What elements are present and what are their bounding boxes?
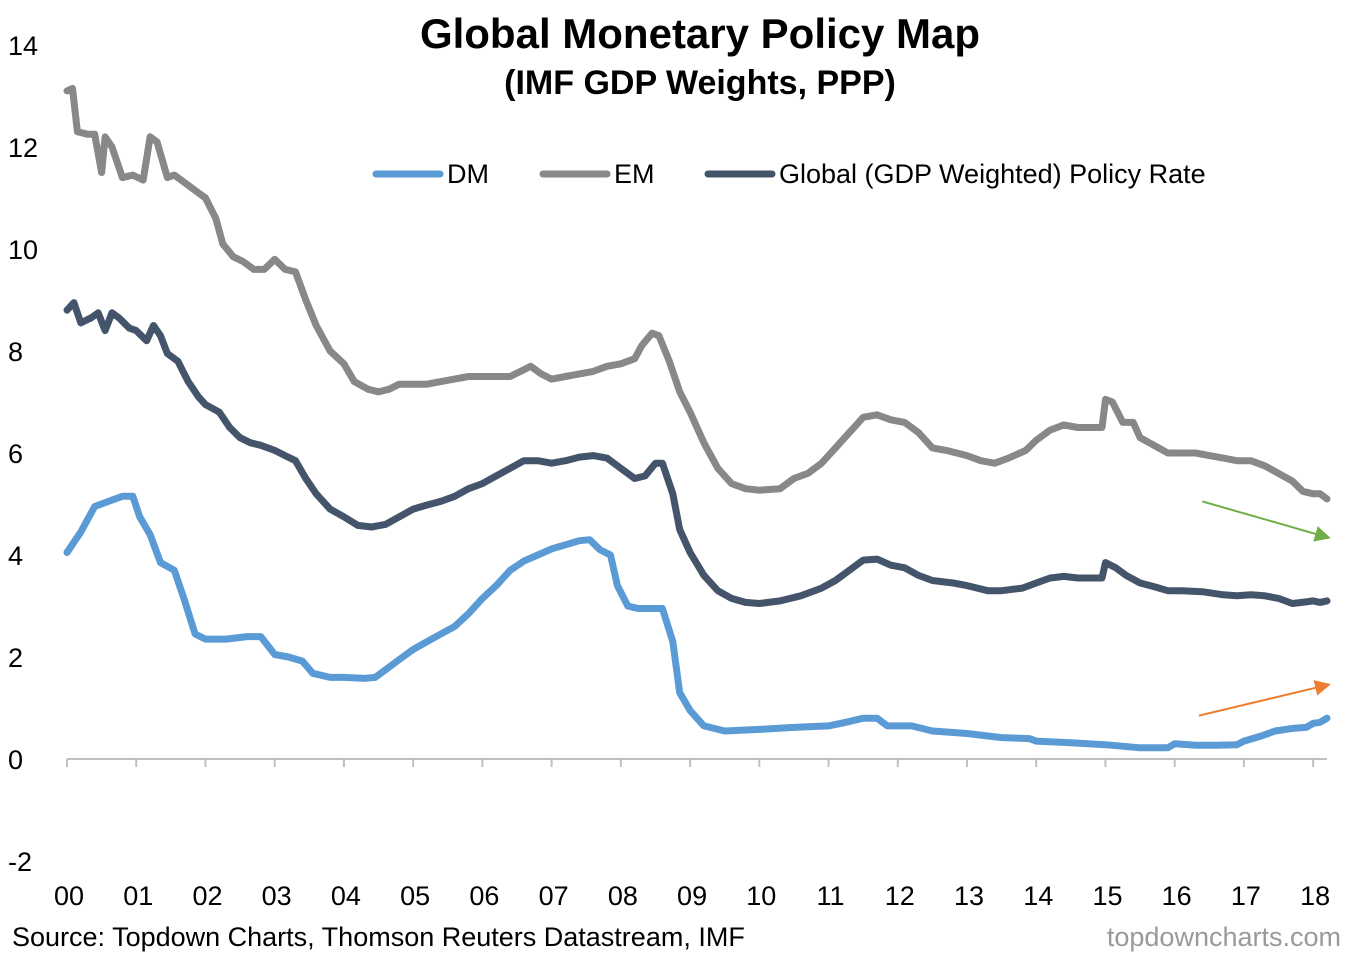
chart-title: Global Monetary Policy Map [420, 10, 980, 57]
x-tick-label: 01 [123, 881, 153, 911]
em-line [63, 84, 1331, 503]
y-tick-label: 0 [8, 745, 23, 775]
x-tick-label: 15 [1092, 881, 1122, 911]
x-tick-label: 07 [539, 881, 569, 911]
global-policy-rate-line [63, 299, 1331, 607]
watermark: topdowncharts.com [1106, 922, 1341, 952]
source-note: Source: Topdown Charts, Thomson Reuters … [12, 922, 745, 952]
x-tick-label: 11 [817, 881, 845, 911]
x-tick-label: 13 [954, 881, 984, 911]
x-tick-label: 16 [1162, 881, 1192, 911]
y-axis: -2 0 2 4 6 8 10 12 14 [8, 31, 38, 877]
x-tick-label: 00 [54, 881, 84, 911]
dm-uptrend-arrow [1198, 680, 1331, 717]
y-tick-label: 14 [8, 31, 38, 61]
legend-label-global: Global (GDP Weighted) Policy Rate [779, 159, 1206, 189]
x-tick-label: 06 [469, 881, 499, 911]
x-tick-label: 18 [1300, 881, 1330, 911]
y-tick-label: 4 [8, 541, 23, 571]
y-tick-label: 10 [8, 235, 38, 265]
x-axis: 00 01 02 03 04 05 06 07 08 09 10 11 12 13 14 15 16 17 18 [54, 758, 1330, 911]
y-tick-label: -2 [8, 847, 32, 877]
x-tick-label: 10 [746, 881, 776, 911]
annotations [1198, 500, 1331, 717]
legend-label-em: EM [614, 159, 655, 189]
y-tick-label: 2 [8, 643, 23, 673]
x-tick-label: 14 [1023, 881, 1053, 911]
legend-label-dm: DM [447, 159, 489, 189]
y-tick-label: 6 [8, 439, 23, 469]
x-tick-label: 02 [192, 881, 222, 911]
y-tick-label: 8 [8, 337, 23, 367]
em-downtrend-arrow [1202, 500, 1331, 542]
legend: DM EM Global (GDP Weighted) Policy Rate [372, 159, 1206, 189]
x-tick-label: 12 [885, 881, 915, 911]
chart-subtitle: (IMF GDP Weights, PPP) [504, 64, 896, 102]
x-tick-label: 04 [331, 881, 361, 911]
dm-line [63, 492, 1331, 752]
y-tick-label: 12 [8, 133, 38, 163]
x-tick-label: 03 [262, 881, 292, 911]
x-tick-label: 09 [677, 881, 707, 911]
x-tick-label: 17 [1231, 881, 1261, 911]
x-tick-label: 05 [400, 881, 430, 911]
x-tick-label: 08 [608, 881, 638, 911]
series-group [63, 84, 1331, 752]
